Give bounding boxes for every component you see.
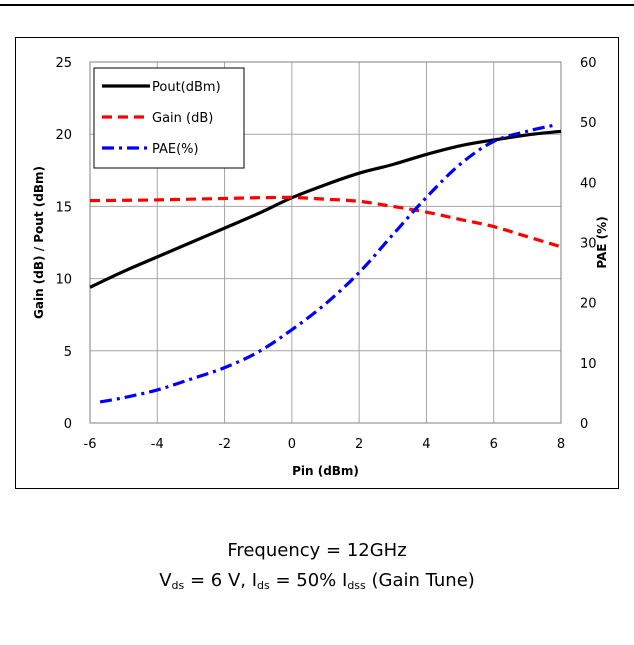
caption-tail: (Gain Tune) [365, 570, 475, 591]
series-line-pout-dbm [89, 129, 562, 289]
y-left-tick-label: 0 [64, 417, 72, 432]
y-right-tick-label: 10 [580, 357, 597, 372]
x-tick-label: -2 [218, 437, 231, 452]
y-left-tick-label: 5 [64, 345, 72, 360]
plot-area-border [89, 61, 562, 424]
caption-v-sub: ds [171, 579, 185, 592]
x-axis-label: Pin (dBm) [292, 464, 359, 478]
series-line-gain-db [89, 195, 562, 249]
y-left-tick-label: 10 [55, 273, 72, 288]
legend-label: Pout(dBm) [152, 80, 221, 95]
chart-frame: -6 -4 -2 0 2 4 6 8 0 5 10 15 20 25 0 10 20 30 40 50 60 Pin (d… [15, 37, 619, 489]
y-right-axis-label: PAE (%) [595, 216, 609, 268]
caption-frequency-text: Frequency = 12GHz [227, 540, 407, 561]
x-tick-label: 4 [422, 437, 430, 452]
y-right-tick-label: 20 [580, 297, 597, 312]
y-right-tick-label: 40 [580, 176, 597, 191]
legend-label: Gain (dB) [152, 111, 213, 126]
caption-v-rest: = 6 V, I [184, 570, 258, 591]
x-tick-label: 0 [288, 437, 296, 452]
caption-frequency: Frequency = 12GHz [0, 540, 634, 561]
x-tick-label: -4 [151, 437, 164, 452]
y-left-axis-label: Gain (dB) / Pout (dBm) [32, 166, 46, 319]
series-line-pae [99, 123, 555, 404]
x-tick-label: 8 [557, 437, 565, 452]
caption-i-sub: ds [257, 579, 270, 592]
caption-v: V [159, 570, 172, 591]
y-right-tick-label: 0 [580, 417, 588, 432]
y-left-tick-label: 25 [55, 56, 72, 71]
caption-i-rest: = 50% I [269, 570, 348, 591]
y-right-tick-label: 60 [580, 56, 597, 71]
caption-idss-sub: dss [347, 579, 366, 592]
y-right-tick-label: 50 [580, 116, 597, 131]
x-tick-label: 2 [355, 437, 363, 452]
x-tick-label: 6 [490, 437, 498, 452]
legend-label: PAE(%) [152, 142, 199, 157]
x-tick-label: -6 [84, 437, 97, 452]
y-left-tick-label: 20 [55, 128, 72, 143]
caption-bias: Vds = 6 V, Ids = 50% Idss (Gain Tune) [0, 570, 634, 592]
y-right-tick-label: 30 [580, 237, 597, 252]
y-left-tick-label: 15 [55, 200, 72, 215]
top-rule [0, 4, 634, 6]
